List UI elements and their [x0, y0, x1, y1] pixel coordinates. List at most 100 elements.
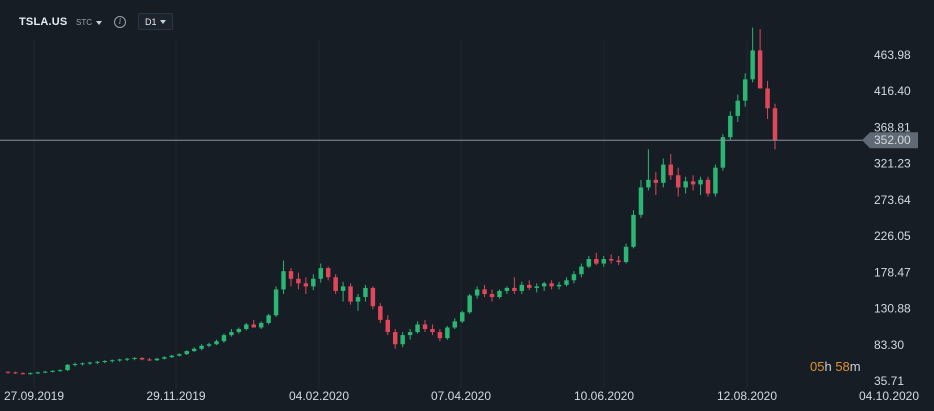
candle-body [273, 289, 279, 316]
candle-body [236, 329, 242, 333]
candle-body [772, 108, 778, 141]
candle-body [318, 268, 323, 279]
candle-body [95, 361, 100, 363]
candle-body [13, 372, 18, 374]
candle-body [646, 179, 651, 188]
candle-body [556, 284, 562, 287]
candle-body [549, 283, 554, 287]
timeframe-label: D1 [145, 16, 157, 27]
candle-body [512, 287, 517, 291]
candle-body [631, 214, 636, 247]
candle-body [87, 362, 93, 364]
candlestick-series [5, 27, 778, 375]
chevron-down-icon [96, 20, 102, 25]
candle-body [340, 286, 346, 291]
candle-body [50, 370, 55, 372]
candle-body [117, 359, 122, 361]
price-tick-label: 321.23 [874, 157, 911, 171]
candle-body [392, 332, 398, 345]
candle-body [720, 137, 726, 168]
candle-body [184, 351, 189, 355]
date-tick-label: 29.11.2019 [146, 389, 205, 403]
candle-body [705, 179, 711, 194]
candle-body [162, 357, 167, 359]
candle-body [281, 271, 286, 290]
candle-body [683, 181, 688, 188]
candle-body [482, 289, 487, 295]
candle-body [713, 167, 718, 194]
candle-body [206, 344, 212, 346]
candle-body [20, 373, 26, 375]
candle-body [363, 287, 368, 298]
candle-body [154, 358, 160, 361]
countdown-minutes-unit: m [849, 359, 861, 374]
candle-body [221, 335, 227, 342]
candle-body [296, 278, 301, 284]
candle-body [422, 324, 428, 330]
price-tick-label: 416.40 [874, 84, 911, 98]
candle-body [653, 179, 659, 183]
candle-body [177, 354, 182, 356]
candle-body [72, 364, 78, 366]
candle-body [586, 258, 592, 267]
candle-body [333, 277, 338, 291]
price-tick-label: 83.30 [874, 338, 904, 352]
info-icon[interactable]: i [114, 16, 126, 28]
candle-body [571, 274, 577, 281]
candle-body [325, 268, 331, 278]
chart-toolbar: TSLA.US STC i D1 [0, 0, 934, 44]
date-tick-label: 27.09.2019 [4, 389, 64, 403]
candle-body [579, 266, 584, 275]
candle-body [244, 324, 249, 330]
candle-body [601, 258, 606, 264]
candle-body [311, 278, 316, 287]
candle-body [407, 332, 413, 336]
candle-body [497, 290, 502, 298]
candle-body [638, 187, 644, 215]
candle-body [564, 280, 569, 285]
timeframe-dropdown[interactable]: D1 [138, 13, 173, 30]
candle-body [348, 286, 353, 302]
candle-countdown: 05h 58m [810, 359, 861, 374]
candle-body [742, 79, 748, 101]
candle-body [519, 284, 525, 291]
price-tick-label: 178.47 [874, 265, 911, 279]
candle-body [28, 373, 33, 375]
candle-body [467, 295, 472, 313]
candle-body [608, 258, 614, 261]
date-tick-label: 04.10.2020 [859, 389, 919, 403]
candle-body [199, 345, 204, 349]
candle-body [698, 179, 703, 185]
candle-body [504, 287, 510, 291]
candle-body [80, 363, 85, 365]
price-tick-label: 273.64 [874, 193, 911, 207]
date-axis: 27.09.2019 29.11.2019 04.02.2020 07.04.2020… [4, 389, 919, 403]
instrument-type-dropdown[interactable]: STC [76, 18, 102, 27]
date-tick-label: 10.06.2020 [574, 389, 634, 403]
price-tick-label: 130.88 [874, 302, 911, 316]
candle-body [594, 258, 599, 264]
candle-body [378, 306, 383, 320]
candle-body [735, 100, 741, 116]
candle-body [757, 50, 763, 89]
candle-body [668, 164, 673, 176]
candle-body [445, 327, 450, 339]
date-tick-label: 04.02.2020 [289, 389, 349, 403]
date-tick-label: 07.04.2020 [431, 389, 491, 403]
date-tick-label: 12.08.2020 [717, 389, 777, 403]
candle-body [370, 287, 376, 307]
candle-body [623, 246, 629, 263]
countdown-hours-unit: h [824, 359, 832, 374]
candle-body [124, 358, 130, 360]
candle-body [251, 324, 256, 328]
price-tick-label: 35.71 [874, 374, 904, 388]
instrument-type-label: STC [76, 18, 92, 27]
candle-body [288, 271, 294, 279]
candle-body [474, 289, 480, 296]
candle-body [527, 284, 532, 288]
candle-body [489, 294, 495, 298]
price-tick-label: 226.05 [874, 229, 911, 243]
symbol-label[interactable]: TSLA.US [19, 16, 68, 28]
candle-body [541, 283, 547, 287]
